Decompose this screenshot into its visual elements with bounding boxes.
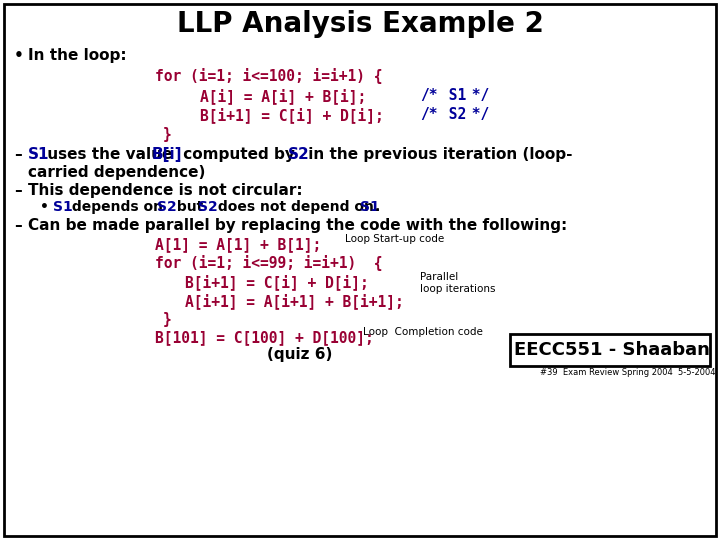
Text: Loop  Completion code: Loop Completion code xyxy=(363,327,483,337)
Text: A[i] = A[i] + B[i];: A[i] = A[i] + B[i]; xyxy=(200,88,366,104)
Text: S1: S1 xyxy=(440,88,467,103)
Text: –: – xyxy=(14,183,22,198)
Text: S1: S1 xyxy=(53,200,73,214)
Text: .: . xyxy=(375,200,380,214)
Text: B[i+1] = C[i] + D[i];: B[i+1] = C[i] + D[i]; xyxy=(200,107,384,123)
Text: /*: /* xyxy=(420,107,438,122)
Text: (quiz 6): (quiz 6) xyxy=(267,347,333,361)
Text: S1: S1 xyxy=(28,147,50,162)
Text: carried dependence): carried dependence) xyxy=(28,165,205,180)
Text: Can be made parallel by replacing the code with the following:: Can be made parallel by replacing the co… xyxy=(28,218,567,233)
Text: B[101] = C[100] + D[100];: B[101] = C[100] + D[100]; xyxy=(155,330,374,345)
Text: */: */ xyxy=(463,107,490,122)
Text: S2: S2 xyxy=(440,107,467,122)
Bar xyxy=(510,334,710,366)
Text: does not depend on: does not depend on xyxy=(213,200,379,214)
Text: •: • xyxy=(14,48,24,63)
Text: S2: S2 xyxy=(198,200,217,214)
Text: LLP Analysis Example 2: LLP Analysis Example 2 xyxy=(176,10,544,38)
Text: /*: /* xyxy=(420,88,438,103)
Text: In the loop:: In the loop: xyxy=(28,48,127,63)
Text: for (i=1; i<=99; i=i+1)  {: for (i=1; i<=99; i=i+1) { xyxy=(155,255,382,271)
Text: but: but xyxy=(172,200,208,214)
Text: in the previous iteration (loop-: in the previous iteration (loop- xyxy=(303,147,572,162)
Text: S2: S2 xyxy=(157,200,176,214)
Text: loop iterations: loop iterations xyxy=(420,284,495,294)
Text: S2: S2 xyxy=(288,147,310,162)
Text: uses the value: uses the value xyxy=(42,147,178,162)
Text: –: – xyxy=(14,147,22,162)
Text: */: */ xyxy=(463,88,490,103)
Text: }: } xyxy=(163,127,172,142)
Text: B[i]: B[i] xyxy=(152,147,182,162)
Text: A[1] = A[1] + B[1];: A[1] = A[1] + B[1]; xyxy=(155,237,321,252)
Text: computed by: computed by xyxy=(178,147,300,162)
Text: B[i+1] = C[i] + D[i];: B[i+1] = C[i] + D[i]; xyxy=(185,274,369,290)
Text: }: } xyxy=(163,312,172,327)
Text: Parallel: Parallel xyxy=(420,272,458,282)
Text: depends on: depends on xyxy=(67,200,168,214)
Text: EECC551 - Shaaban: EECC551 - Shaaban xyxy=(514,341,710,359)
Text: Loop Start-up code: Loop Start-up code xyxy=(345,234,444,244)
Text: #39  Exam Review Spring 2004  5-5-2004: #39 Exam Review Spring 2004 5-5-2004 xyxy=(541,368,716,377)
Text: S1: S1 xyxy=(360,200,379,214)
Text: A[i+1] = A[i+1] + B[i+1];: A[i+1] = A[i+1] + B[i+1]; xyxy=(185,293,404,309)
Text: for (i=1; i<=100; i=i+1) {: for (i=1; i<=100; i=i+1) { xyxy=(155,68,382,84)
Text: This dependence is not circular:: This dependence is not circular: xyxy=(28,183,302,198)
Text: –: – xyxy=(14,218,22,233)
Text: •: • xyxy=(40,200,49,214)
